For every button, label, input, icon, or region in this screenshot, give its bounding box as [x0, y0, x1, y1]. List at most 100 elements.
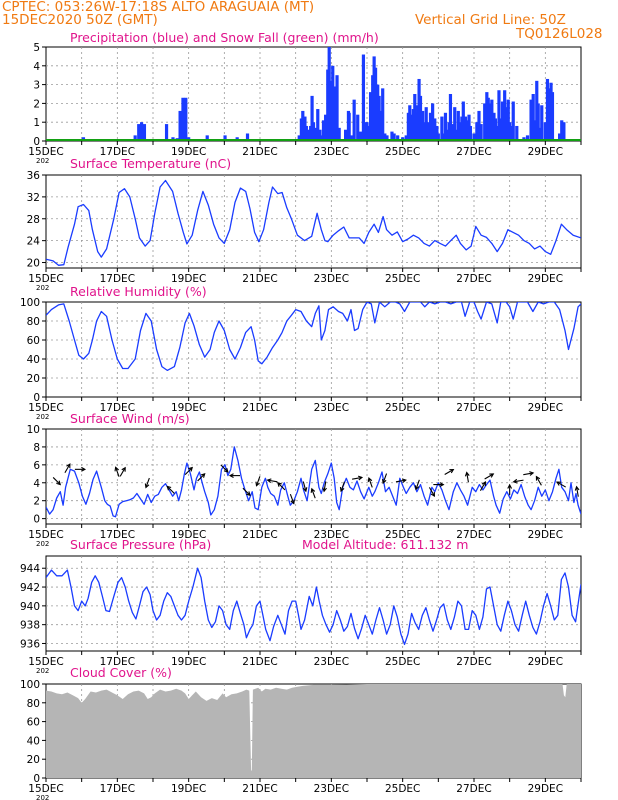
wind-arrow-shaft [428, 487, 435, 497]
precip-bar [504, 107, 508, 141]
wind-arrow-shaft [556, 481, 566, 488]
x-tick-label: 27DEC [456, 783, 491, 795]
wind-arrow [433, 482, 445, 487]
wind-arrow-head [81, 466, 87, 472]
wind-arrow-head [556, 481, 562, 486]
wind-arrow-head [489, 473, 495, 478]
x-tick-label: 21DEC [242, 402, 277, 414]
precip-bar [301, 110, 305, 141]
precip-bar [378, 110, 383, 141]
wind-arrow-head [121, 466, 126, 472]
x-tick-label: 25DEC [385, 783, 420, 795]
precip-bar [205, 135, 209, 141]
precip-bar [436, 133, 440, 141]
wind-arrow-shaft [145, 477, 150, 488]
x-tick-label: 29DEC [528, 529, 563, 541]
x-tick-label: 15DEC [28, 402, 63, 414]
precip-bar [396, 135, 400, 141]
y-tick-label: 5 [33, 42, 40, 54]
precip-bar [525, 135, 530, 141]
model-altitude-label: Model Altitude: 611.132 m [302, 537, 468, 552]
panel-title-press: Surface Pressure (hPa) [70, 537, 211, 552]
press-series-line [46, 567, 581, 646]
y-tick-label: 60 [27, 717, 40, 729]
wind-arrow-shaft [166, 486, 175, 494]
wind-arrow-head [255, 481, 260, 487]
plot-frame-press [45, 555, 582, 652]
wind-arrow-shaft [382, 473, 388, 484]
precip-bar [515, 125, 519, 141]
wind-arrow-head [529, 471, 535, 476]
precip-bar [142, 124, 147, 141]
precip-bar [329, 80, 333, 141]
wind-arrow-shaft [340, 481, 345, 492]
wind-arrow-shaft [119, 467, 126, 477]
wind-arrow [197, 473, 206, 482]
header-model-id: TQ0126L028 [516, 26, 603, 42]
precip-bar [529, 99, 533, 141]
precip-bar [314, 127, 318, 141]
precip-bar [223, 135, 227, 141]
wind-arrow-shaft [323, 481, 327, 492]
wind-arrow-shaft [311, 488, 316, 499]
y-tick-label: 2 [33, 496, 40, 508]
precip-bar [448, 94, 453, 141]
wind-arrow-shaft [368, 477, 373, 488]
x-tick-label: 19DEC [171, 402, 206, 414]
x-tick-label: 27DEC [456, 402, 491, 414]
precip-bar [540, 105, 544, 141]
precip-bar [392, 133, 396, 141]
y-tick-label: 2 [33, 98, 40, 110]
year-label-fragment: 202 [36, 284, 49, 292]
wind-arrow [444, 468, 455, 475]
wind-arrow-head [430, 492, 435, 498]
precip-bar [347, 112, 351, 141]
y-tick-label: 80 [27, 698, 40, 710]
y-tick-label: 6 [33, 460, 40, 472]
x-tick-label: 15DEC [28, 146, 63, 158]
series-group-wind [46, 446, 581, 518]
precip-bar [310, 95, 314, 141]
wind-arrow-shaft [255, 476, 261, 486]
panel-press: 936 938 940 942 944 15DEC 17DEC 19DEC 21DEC 23DEC… [20, 537, 582, 675]
precip-bar [543, 122, 547, 141]
x-tick-label: 19DEC [171, 273, 206, 285]
precip-bar [475, 122, 479, 141]
precip-bar [479, 124, 483, 141]
panel-wind: 0 2 4 6 8 10 15DEC 17DEC 19DEC 21DEC 23DEC 25DEC 27D… [27, 411, 582, 548]
wind-arrow-head [439, 482, 445, 487]
wind-arrow [144, 477, 150, 489]
wind-arrow-shaft [52, 477, 61, 485]
y-tick-label: 1 [33, 117, 40, 129]
wind-arrow-head [290, 499, 295, 505]
y-tick-label: 0 [33, 392, 40, 404]
panel-cloud: 0 20 40 60 80 100 15DEC 17DEC 19DEC 21DEC 23DEC 25D… [20, 665, 582, 800]
wind-arrow-head [414, 485, 420, 491]
plot-frame-temp [45, 174, 582, 269]
precip-bar [178, 110, 182, 141]
header: CPTEC: 053:26W-17:18S ALTO ARAGUAIA (MT)… [0, 0, 618, 46]
precip-bar [454, 129, 458, 141]
precip-bar [508, 122, 512, 141]
wind-arrow [74, 466, 87, 472]
wind-arrow [339, 481, 345, 493]
wind-arrow [556, 481, 566, 488]
y-tick-label: 24 [27, 236, 41, 248]
x-tick-label: 29DEC [528, 402, 563, 414]
wind-arrow-head [144, 483, 150, 489]
wind-arrow-shaft [466, 472, 469, 483]
x-tick-label: 19DEC [171, 656, 206, 668]
precip-bar [558, 133, 562, 141]
precip-bar [458, 122, 462, 141]
precip-bar [533, 120, 537, 141]
y-tick-label: 0 [33, 136, 40, 148]
plot-frame-rh [45, 301, 582, 398]
wind-arrow-head [464, 471, 470, 477]
y-tick-label: 942 [20, 582, 40, 594]
wind-arrow-shaft [576, 486, 579, 497]
x-tick-label: 17DEC [100, 146, 135, 158]
precip-bar [385, 135, 389, 141]
precip-bar [493, 118, 497, 141]
precip-bar [443, 112, 448, 141]
